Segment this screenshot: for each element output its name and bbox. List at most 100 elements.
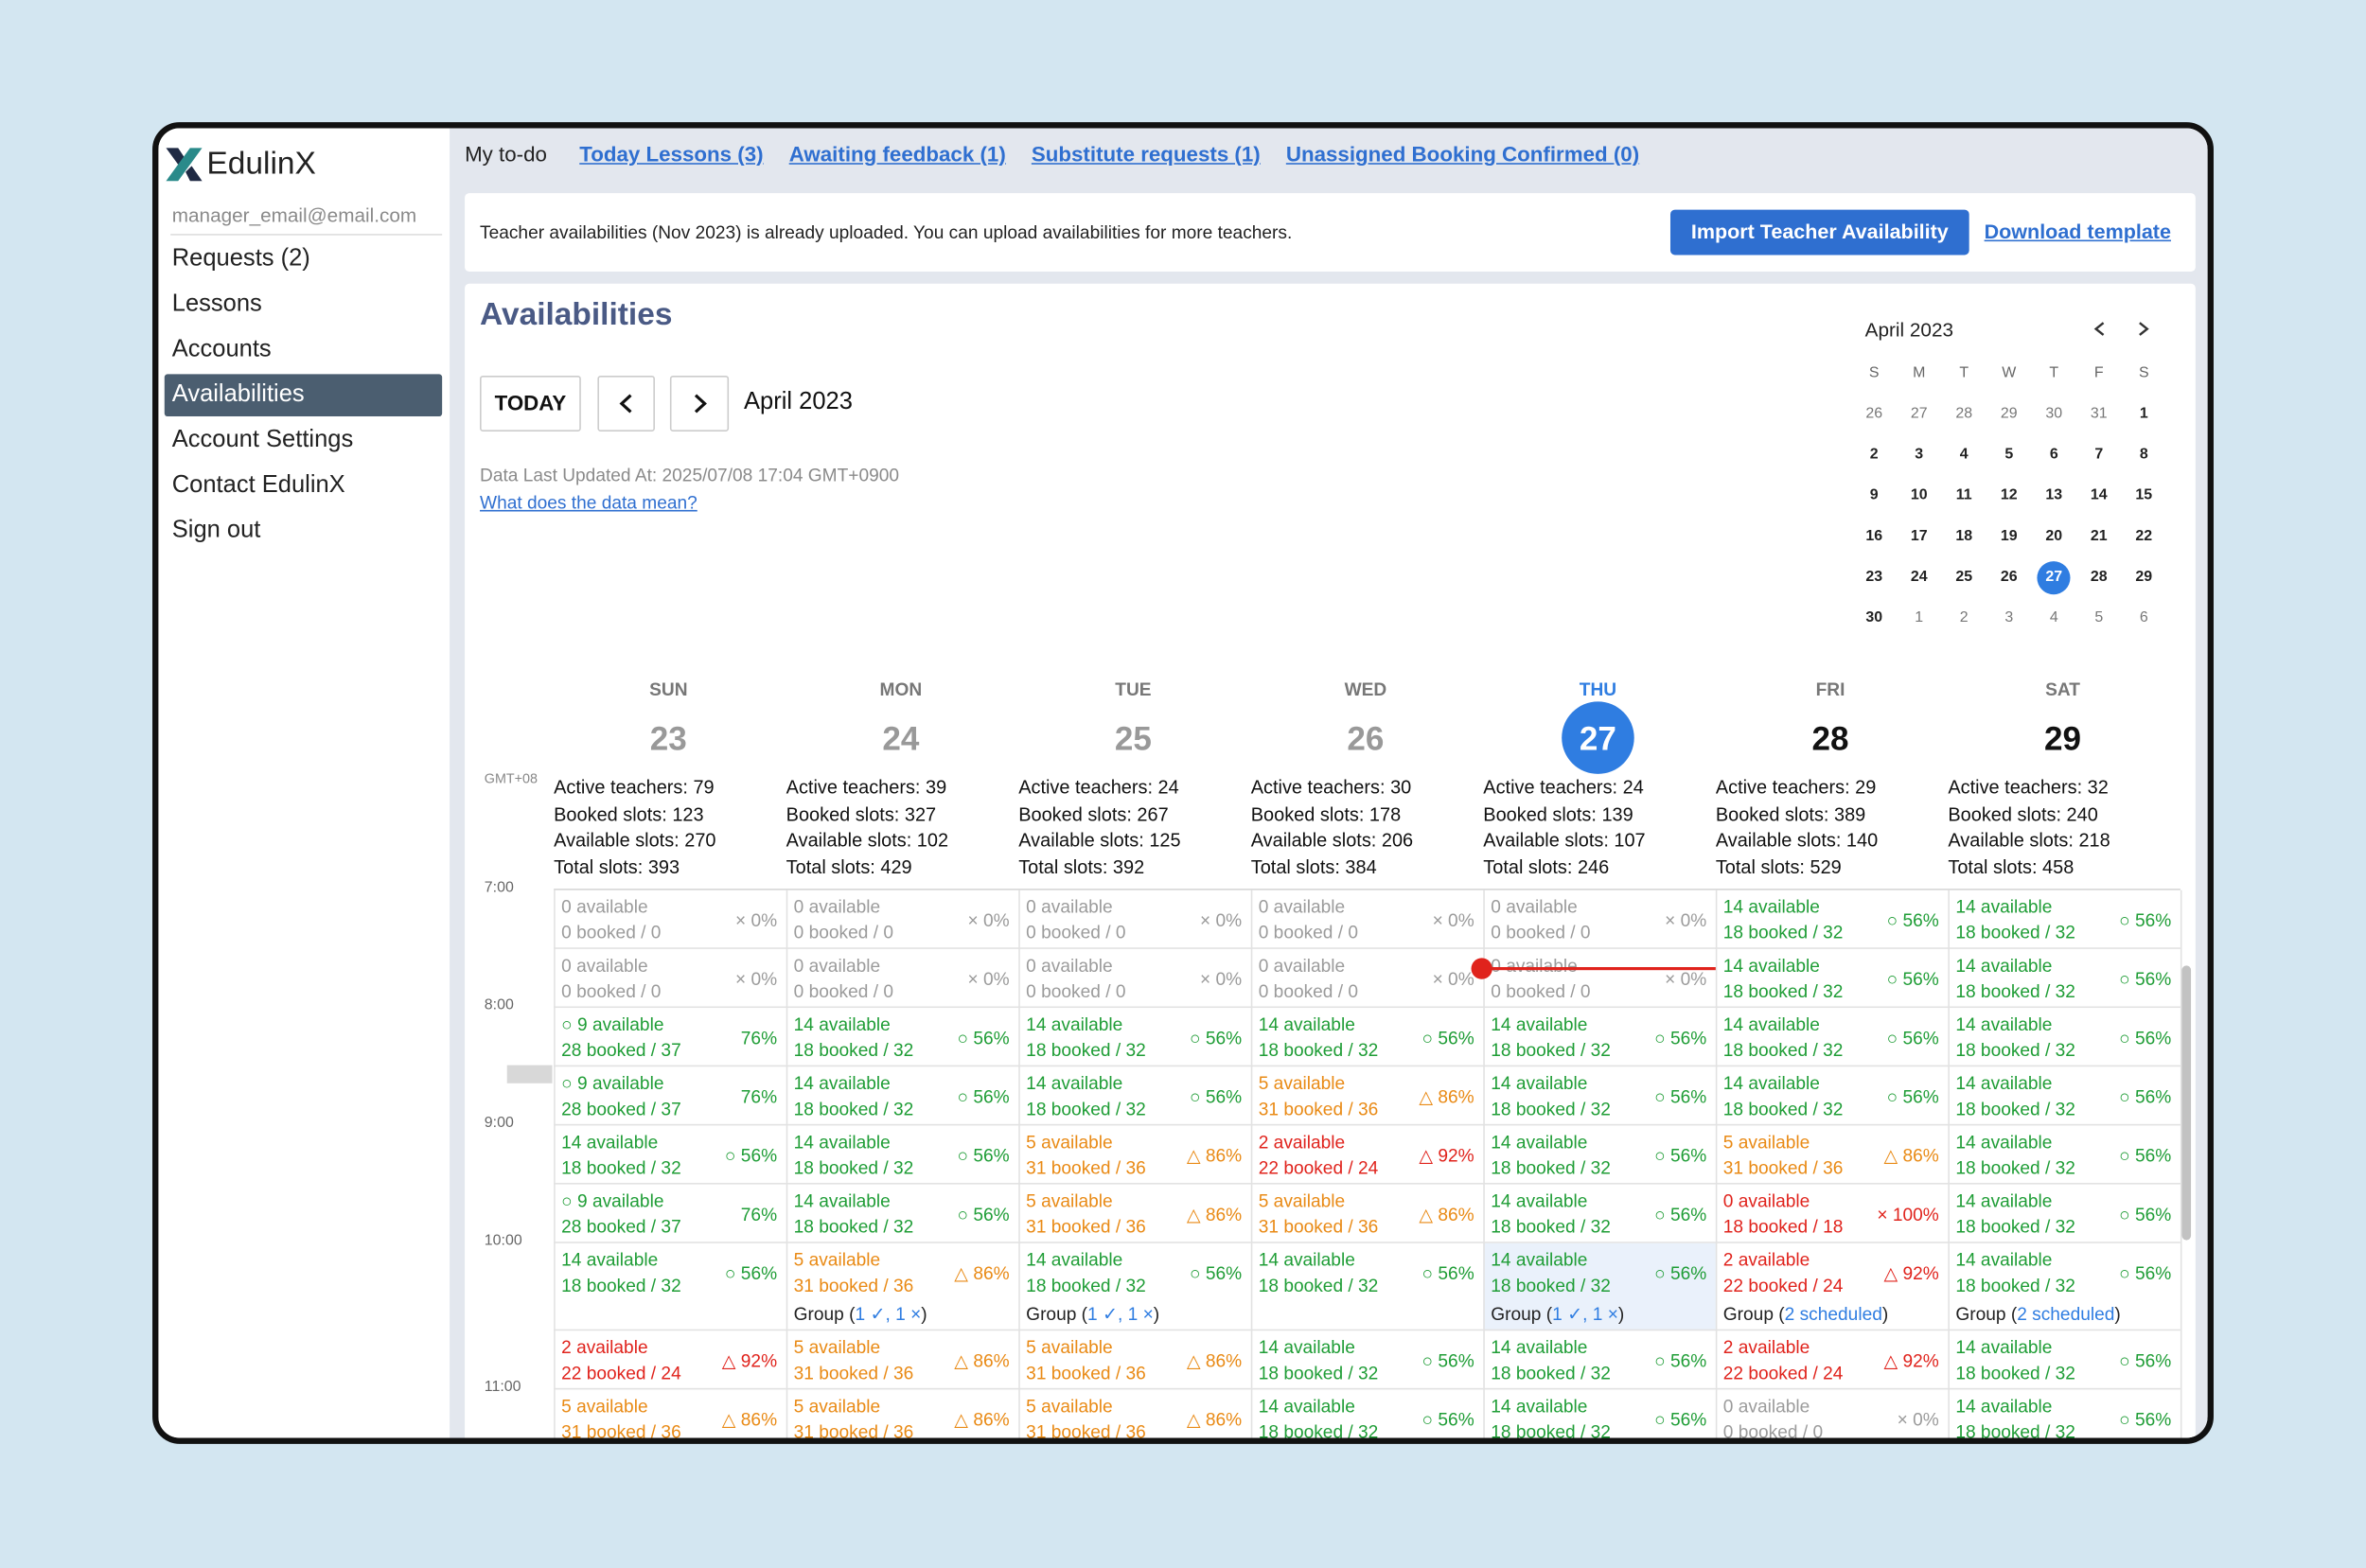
prev-week-button[interactable] xyxy=(597,376,655,432)
cell-booked[interactable]: 18 booked / 32 xyxy=(1955,1039,2075,1061)
cell-booked[interactable]: 18 booked / 32 xyxy=(1258,1039,1379,1061)
cell-available[interactable]: 14 available xyxy=(1026,1013,1123,1035)
cell-booked[interactable]: 31 booked / 36 xyxy=(561,1420,681,1443)
cell-available[interactable]: ○ 9 available xyxy=(561,1013,664,1035)
cell-booked[interactable]: 28 booked / 37 xyxy=(561,1098,681,1120)
cell-booked[interactable]: 28 booked / 37 xyxy=(561,1039,681,1061)
cell-booked[interactable]: 18 booked / 32 xyxy=(1955,980,2075,1002)
cell-booked[interactable]: 18 booked / 32 xyxy=(793,1156,914,1179)
cell-booked[interactable]: 18 booked / 32 xyxy=(1026,1098,1146,1120)
menu-item[interactable]: Accounts xyxy=(171,336,272,362)
cell-available[interactable]: 14 available xyxy=(1722,1013,1820,1035)
cell-booked[interactable]: 22 booked / 24 xyxy=(1258,1156,1379,1179)
cell-booked[interactable]: 18 booked / 32 xyxy=(1722,1039,1844,1061)
download-link[interactable]: Download template xyxy=(1984,220,2171,243)
cell-available[interactable]: 14 available xyxy=(1026,1249,1123,1271)
cell-available[interactable]: 0 available xyxy=(561,955,648,977)
cell-available[interactable]: 14 available xyxy=(1955,1013,2053,1035)
cell-available[interactable]: 5 available xyxy=(1026,1395,1113,1418)
cell-available[interactable]: 14 available xyxy=(1722,896,1820,918)
cell-available[interactable]: 2 available xyxy=(561,1336,648,1358)
cell-available[interactable]: 5 available xyxy=(1258,1072,1346,1094)
cell-booked[interactable]: 0 booked / 0 xyxy=(1258,922,1359,943)
cell-available[interactable]: 14 available xyxy=(1955,1189,2053,1212)
cell-group[interactable]: Group (1 ✓, 1 ×) xyxy=(1491,1304,1624,1325)
menu-item[interactable]: Sign out xyxy=(171,517,261,543)
cell-available[interactable]: 2 available xyxy=(1722,1336,1810,1358)
menu-item[interactable]: Requests (2) xyxy=(171,245,310,272)
cell-booked[interactable]: 28 booked / 37 xyxy=(561,1216,681,1238)
cell-booked[interactable]: 18 booked / 32 xyxy=(1491,1275,1611,1296)
cell-booked[interactable]: 18 booked / 32 xyxy=(1955,1216,2075,1238)
cell-booked[interactable]: 18 booked / 32 xyxy=(1491,1156,1611,1179)
cell-available[interactable]: 14 available xyxy=(1258,1336,1355,1358)
cell-available[interactable]: 14 available xyxy=(1491,1131,1588,1154)
cell-booked[interactable]: 31 booked / 36 xyxy=(1258,1216,1379,1238)
cell-group[interactable]: Group (1 ✓, 1 ×) xyxy=(794,1304,927,1325)
mini-calendar-nav[interactable] xyxy=(2089,318,2155,339)
cell-available[interactable]: 14 available xyxy=(1491,1013,1588,1035)
cell-booked[interactable]: 18 booked / 32 xyxy=(793,1039,914,1061)
cell-available[interactable]: 0 available xyxy=(1491,896,1578,918)
cell-available[interactable]: 14 available xyxy=(1491,1336,1588,1358)
cell-available[interactable]: 0 available xyxy=(1026,955,1113,977)
cell-available[interactable]: 14 available xyxy=(1258,1395,1355,1418)
cell-booked[interactable]: 0 booked / 0 xyxy=(1491,922,1591,943)
cell-booked[interactable]: 0 booked / 0 xyxy=(561,980,662,1002)
cell-booked[interactable]: 0 booked / 0 xyxy=(1026,980,1126,1002)
cell-available[interactable]: 5 available xyxy=(1026,1131,1113,1154)
cell-booked[interactable]: 0 booked / 0 xyxy=(1026,922,1126,943)
cell-booked[interactable]: 18 booked / 32 xyxy=(561,1156,681,1179)
cell-booked[interactable]: 0 booked / 0 xyxy=(1258,980,1359,1002)
cell-booked[interactable]: 18 booked / 32 xyxy=(1955,1156,2075,1179)
cell-booked[interactable]: 18 booked / 18 xyxy=(1722,1216,1844,1238)
cell-available[interactable]: 14 available xyxy=(1955,1249,2053,1271)
cell-available[interactable]: 14 available xyxy=(1722,955,1820,977)
cell-booked[interactable]: 22 booked / 24 xyxy=(561,1362,681,1384)
cell-booked[interactable]: 18 booked / 32 xyxy=(1491,1420,1611,1443)
cell-available[interactable]: 0 available xyxy=(1722,1189,1810,1212)
cell-available[interactable]: 0 available xyxy=(793,896,881,918)
cell-available[interactable]: 2 available xyxy=(1258,1131,1346,1154)
cell-booked[interactable]: 18 booked / 32 xyxy=(1026,1275,1146,1296)
cell-available[interactable]: 14 available xyxy=(1258,1249,1355,1271)
import-button[interactable]: Import Teacher Availability xyxy=(1669,209,1969,255)
cell-available[interactable]: 5 available xyxy=(793,1249,881,1271)
cell-booked[interactable]: 18 booked / 32 xyxy=(1722,1098,1844,1120)
cell-available[interactable]: 5 available xyxy=(1026,1189,1113,1212)
cell-available[interactable]: 14 available xyxy=(561,1131,659,1154)
cell-booked[interactable]: 31 booked / 36 xyxy=(793,1420,914,1443)
cell-available[interactable]: 0 available xyxy=(1258,955,1346,977)
cell-available[interactable]: 14 available xyxy=(1955,896,2053,918)
cell-booked[interactable]: 18 booked / 32 xyxy=(1722,980,1844,1002)
cell-available[interactable]: 14 available xyxy=(1955,955,2053,977)
cell-booked[interactable]: 18 booked / 32 xyxy=(1491,1362,1611,1384)
cell-available[interactable]: 14 available xyxy=(561,1249,659,1271)
help-link[interactable]: What does the data mean? xyxy=(480,491,697,514)
cell-booked[interactable]: 18 booked / 32 xyxy=(1258,1420,1379,1443)
cell-group[interactable]: Group (1 ✓, 1 ×) xyxy=(1026,1304,1159,1325)
cell-booked[interactable]: 31 booked / 36 xyxy=(793,1275,914,1296)
cell-available[interactable]: 14 available xyxy=(1491,1395,1588,1418)
cell-available[interactable]: 5 available xyxy=(793,1336,881,1358)
cell-available[interactable]: 5 available xyxy=(1722,1131,1810,1154)
cell-booked[interactable]: 22 booked / 24 xyxy=(1722,1275,1844,1296)
cell-booked[interactable]: 18 booked / 32 xyxy=(1258,1362,1379,1384)
cell-available[interactable]: 14 available xyxy=(1722,1072,1820,1094)
cell-available[interactable]: 5 available xyxy=(1026,1336,1113,1358)
menu-item[interactable]: Availabilities xyxy=(171,381,305,408)
cell-booked[interactable]: 18 booked / 32 xyxy=(793,1098,914,1120)
cell-available[interactable]: 0 available xyxy=(793,955,881,977)
cell-available[interactable]: 14 available xyxy=(1955,1072,2053,1094)
cell-available[interactable]: 5 available xyxy=(561,1395,648,1418)
cell-available[interactable]: 0 available xyxy=(1491,955,1578,977)
cell-booked[interactable]: 18 booked / 32 xyxy=(1491,1098,1611,1120)
cell-available[interactable]: 14 available xyxy=(793,1189,891,1212)
cell-available[interactable]: 14 available xyxy=(1955,1131,2053,1154)
cell-booked[interactable]: 0 booked / 0 xyxy=(793,980,893,1002)
cell-available[interactable]: 0 available xyxy=(1258,896,1346,918)
menu-item[interactable]: Lessons xyxy=(171,291,262,317)
cell-booked[interactable]: 18 booked / 32 xyxy=(1258,1275,1379,1296)
cell-booked[interactable]: 0 booked / 0 xyxy=(793,922,893,943)
cell-available[interactable]: 14 available xyxy=(1491,1072,1588,1094)
